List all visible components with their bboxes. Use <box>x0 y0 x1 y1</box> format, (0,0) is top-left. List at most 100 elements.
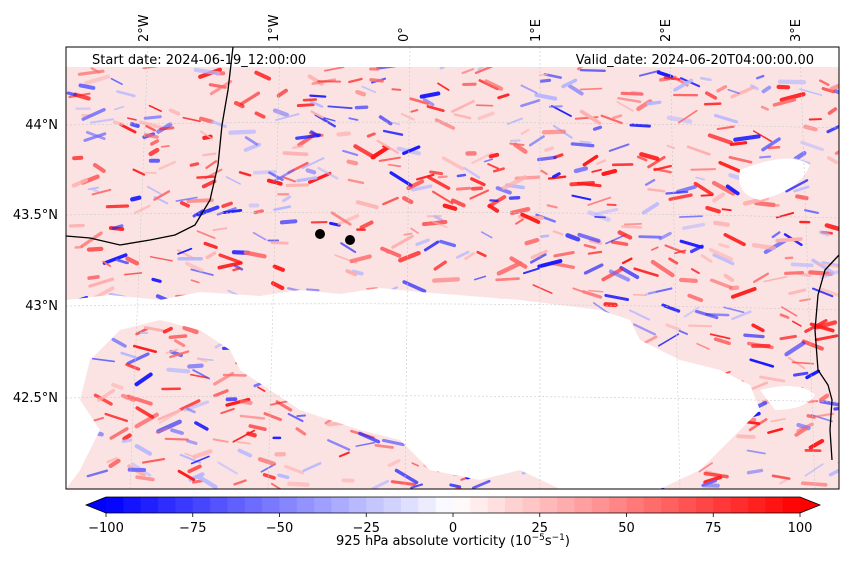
vorticity-streak <box>410 483 424 489</box>
vorticity-streak <box>686 145 711 156</box>
vorticity-streak <box>704 91 718 100</box>
vorticity-streak <box>770 418 786 423</box>
lat-tick-label: 44°N <box>25 118 58 133</box>
vorticity-streak <box>165 348 178 354</box>
vorticity-streak <box>588 289 604 293</box>
colorbar-label: 925 hPa absolute vorticity (10−5s−1) <box>336 533 570 549</box>
vorticity-streak <box>708 247 734 262</box>
vorticity-streak <box>785 179 809 193</box>
vorticity-streak <box>537 259 563 269</box>
vorticity-streak <box>650 259 675 278</box>
vorticity-streak <box>759 375 786 383</box>
vorticity-streak <box>158 411 180 424</box>
vorticity-streak <box>534 93 558 101</box>
vorticity-streak <box>723 306 745 314</box>
colorbar-segment <box>730 497 749 513</box>
vorticity-streak <box>88 277 115 288</box>
vorticity-streak <box>102 260 112 267</box>
vorticity-streak <box>193 67 221 76</box>
vorticity-streak <box>449 483 462 489</box>
vorticity-streak <box>200 130 214 140</box>
coastline <box>66 47 839 461</box>
vorticity-streak <box>520 128 530 135</box>
vorticity-streak <box>266 178 283 186</box>
vorticity-streak <box>243 250 267 259</box>
vorticity-streak <box>592 302 611 315</box>
vorticity-streak <box>610 240 629 247</box>
vorticity-streak <box>520 212 541 224</box>
vorticity-streak <box>146 185 162 195</box>
vorticity-streak <box>687 293 704 303</box>
vorticity-streak <box>83 132 107 142</box>
vorticity-streak <box>495 277 520 282</box>
vorticity-streak <box>174 339 186 348</box>
colorbar-segment <box>487 497 506 513</box>
vorticity-streak <box>698 462 713 473</box>
vorticity-streak <box>716 125 735 131</box>
vorticity-streak <box>780 306 798 317</box>
colorbar-segment <box>609 497 627 513</box>
vorticity-streak <box>733 134 761 142</box>
vorticity-streak <box>127 117 137 121</box>
vorticity-streak <box>690 168 717 171</box>
vorticity-streak <box>484 79 504 91</box>
vorticity-streak <box>587 210 611 222</box>
vorticity-streak <box>115 258 130 265</box>
vorticity-streak <box>296 103 315 108</box>
vorticity-streak <box>573 166 589 174</box>
vorticity-streak <box>237 448 253 458</box>
vorticity-streak <box>221 201 233 208</box>
vorticity-streak <box>160 145 170 148</box>
vorticity-streak <box>632 293 648 297</box>
vorticity-streak <box>791 320 802 327</box>
vorticity-streak <box>190 279 200 284</box>
colorbar-tick-label: −25 <box>353 521 380 536</box>
vorticity-streak <box>202 152 217 157</box>
vorticity-streak <box>695 176 706 181</box>
vorticity-streak <box>253 209 264 215</box>
colorbar-segment <box>435 497 454 513</box>
vorticity-streak <box>277 473 290 479</box>
vorticity-streak <box>528 135 545 147</box>
vorticity-streak <box>203 241 218 250</box>
vorticity-streak <box>496 261 523 276</box>
vorticity-streak <box>656 70 674 79</box>
vorticity-streak <box>728 155 753 164</box>
colorbar-tick-label: 75 <box>705 521 722 536</box>
vorticity-streak <box>211 120 227 128</box>
vorticity-streak <box>814 334 839 342</box>
vorticity-streak <box>302 98 318 102</box>
vorticity-streak <box>382 129 404 136</box>
vorticity-streak <box>432 220 448 229</box>
vorticity-streak <box>508 196 521 200</box>
vorticity-streak <box>727 88 740 95</box>
vorticity-streak <box>730 85 756 99</box>
vorticity-streak <box>116 90 136 98</box>
vorticity-streak <box>74 245 84 249</box>
vorticity-streak <box>461 68 475 75</box>
vorticity-streak <box>228 129 257 135</box>
vorticity-streak <box>282 151 309 157</box>
vorticity-streak <box>110 77 123 85</box>
vorticity-streak <box>520 84 538 94</box>
vorticity-streak <box>345 269 358 277</box>
vorticity-streak <box>248 424 267 432</box>
vorticity-streak <box>450 99 475 113</box>
vorticity-streak <box>296 176 318 183</box>
vorticity-streak <box>162 326 173 334</box>
vorticity-streak <box>80 231 103 248</box>
vorticity-streak <box>439 239 457 248</box>
vorticity-streak <box>119 123 137 134</box>
colorbar-segment <box>106 497 124 513</box>
vorticity-streak <box>109 427 129 440</box>
vorticity-streak <box>824 223 839 232</box>
vorticity-streak <box>385 250 395 255</box>
vorticity-streak <box>779 334 797 341</box>
vorticity-streak <box>108 458 121 469</box>
vorticity-streak <box>284 464 305 475</box>
vorticity-streak <box>736 434 756 439</box>
colorbar-segments <box>106 497 801 513</box>
colorbar-segment <box>348 497 367 513</box>
vorticity-streak <box>693 181 714 197</box>
